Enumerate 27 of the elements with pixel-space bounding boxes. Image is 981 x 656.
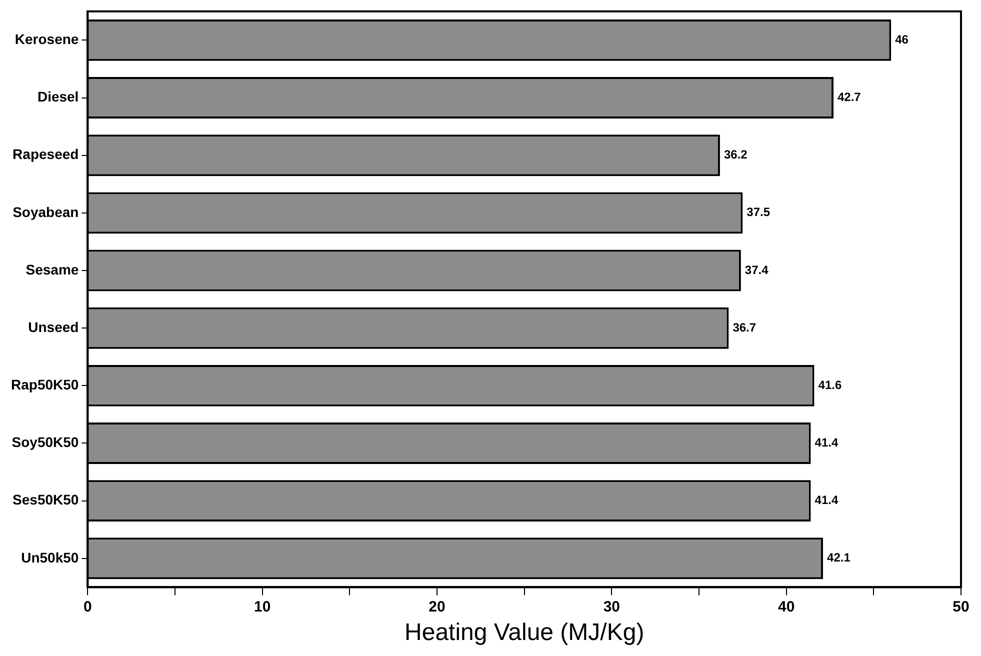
y-tick-label: Ses50K50: [12, 492, 79, 508]
y-tick-label: Kerosene: [14, 31, 79, 48]
data-label: 42.7: [838, 90, 862, 104]
data-label: 42.1: [827, 550, 851, 565]
data-label: 37.4: [744, 262, 769, 277]
x-tick-label: 20: [428, 598, 446, 616]
x-tick-label: 0: [84, 598, 92, 616]
data-label: 41.4: [814, 493, 838, 508]
y-tick-label: Soy50K50: [12, 434, 79, 450]
y-tick-label: Rap50K50: [11, 376, 79, 393]
data-label: 37.5: [746, 205, 770, 220]
data-label: 41.4: [814, 436, 838, 450]
x-axis-title: Heating Value (MJ/Kg): [404, 619, 644, 646]
y-tick-label: Unseed: [28, 318, 79, 335]
data-label: 36.2: [724, 148, 748, 162]
y-tick-label: Diesel: [37, 88, 79, 105]
y-tick-label: Sesame: [26, 261, 79, 278]
x-tick-label: 10: [254, 598, 271, 616]
y-tick-label: Rapeseed: [12, 146, 79, 162]
y-tick-label: Un50k50: [21, 549, 79, 566]
x-tick-label: 30: [603, 598, 620, 616]
x-tick-label: 50: [952, 598, 970, 616]
y-tick-label: Soyabean: [12, 204, 79, 220]
data-label: 46: [895, 32, 909, 46]
data-label: 36.7: [732, 320, 756, 334]
x-tick-label: 40: [778, 598, 795, 616]
data-label: 41.6: [818, 378, 842, 392]
